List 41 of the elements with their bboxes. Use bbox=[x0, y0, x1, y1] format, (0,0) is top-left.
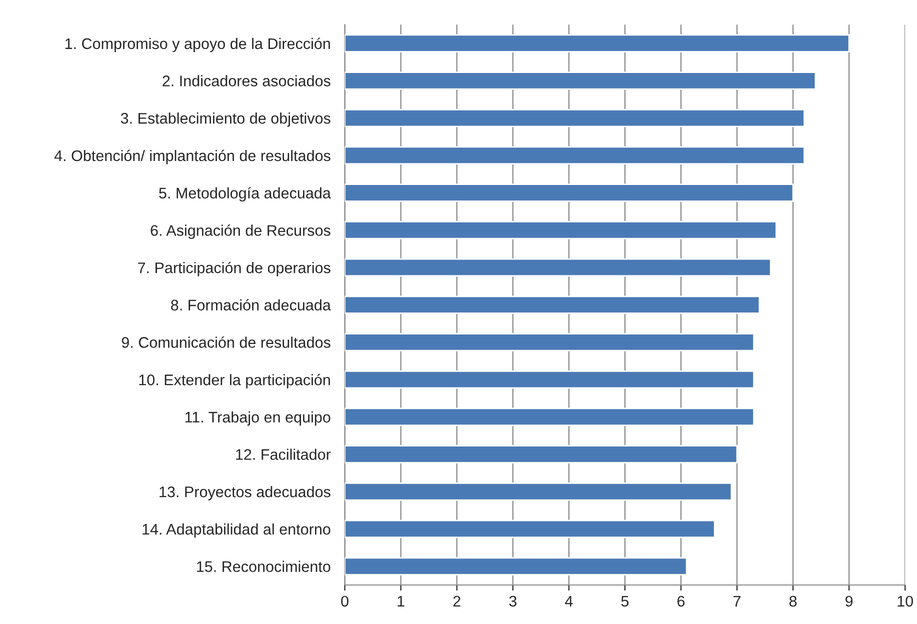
bar bbox=[344, 333, 754, 352]
bar bbox=[344, 221, 777, 240]
x-tick-label: 9 bbox=[846, 596, 853, 607]
bar bbox=[344, 370, 754, 389]
bar bbox=[344, 445, 738, 464]
y-tick-label: 10. Extender la participación bbox=[139, 374, 330, 388]
x-tick-label: 4 bbox=[565, 596, 573, 606]
y-tick-label: 2. Indicadores asociados bbox=[162, 75, 330, 86]
bar bbox=[344, 72, 816, 90]
y-tick-label: 12. Facilitador bbox=[236, 448, 331, 460]
y-tick-label: 15. Reconocimiento bbox=[197, 560, 330, 572]
y-tick-label: 14. Adaptabilidad al entorno bbox=[142, 523, 330, 538]
y-tick-label: 3. Establecimiento de objetivos bbox=[120, 112, 330, 127]
bar bbox=[344, 482, 732, 501]
x-tick-label: 10 bbox=[898, 596, 913, 607]
bar bbox=[344, 184, 794, 202]
x-tick-label: 6 bbox=[677, 596, 685, 607]
x-tick-label: 3 bbox=[509, 596, 516, 607]
x-tick-label: 0 bbox=[341, 596, 348, 607]
bar bbox=[344, 34, 850, 52]
bar bbox=[344, 557, 688, 576]
x-tick-label: 2 bbox=[453, 596, 460, 606]
x-tick-label: 5 bbox=[621, 596, 629, 607]
y-tick-label: 6. Asignación de Recursos bbox=[150, 224, 330, 239]
y-tick-label: 9. Comunicación de resultados bbox=[122, 336, 330, 348]
x-tick-label: 7 bbox=[734, 596, 740, 606]
y-tick-label: 13. Proyectos adecuados bbox=[160, 486, 330, 500]
bar bbox=[344, 146, 805, 164]
bar bbox=[344, 296, 760, 314]
bar bbox=[344, 108, 805, 128]
y-tick-label: 5. Metodología adecuada bbox=[159, 187, 331, 202]
x-tick-label: 8 bbox=[789, 596, 797, 607]
x-tick-label: 1 bbox=[398, 596, 404, 606]
y-tick-label: 7. Participación de operarios bbox=[138, 262, 330, 276]
bar bbox=[344, 408, 754, 426]
y-tick-label: 8. Formación adecuada bbox=[171, 299, 331, 311]
bar bbox=[344, 258, 772, 277]
y-tick-label: 4. Obtención/ implantación de resultados bbox=[54, 150, 330, 164]
y-tick-label: 1. Compromiso y apoyo de la Dirección bbox=[65, 38, 330, 52]
y-tick-label: 11. Trabajo en equipo bbox=[185, 411, 330, 426]
bar bbox=[344, 520, 716, 538]
